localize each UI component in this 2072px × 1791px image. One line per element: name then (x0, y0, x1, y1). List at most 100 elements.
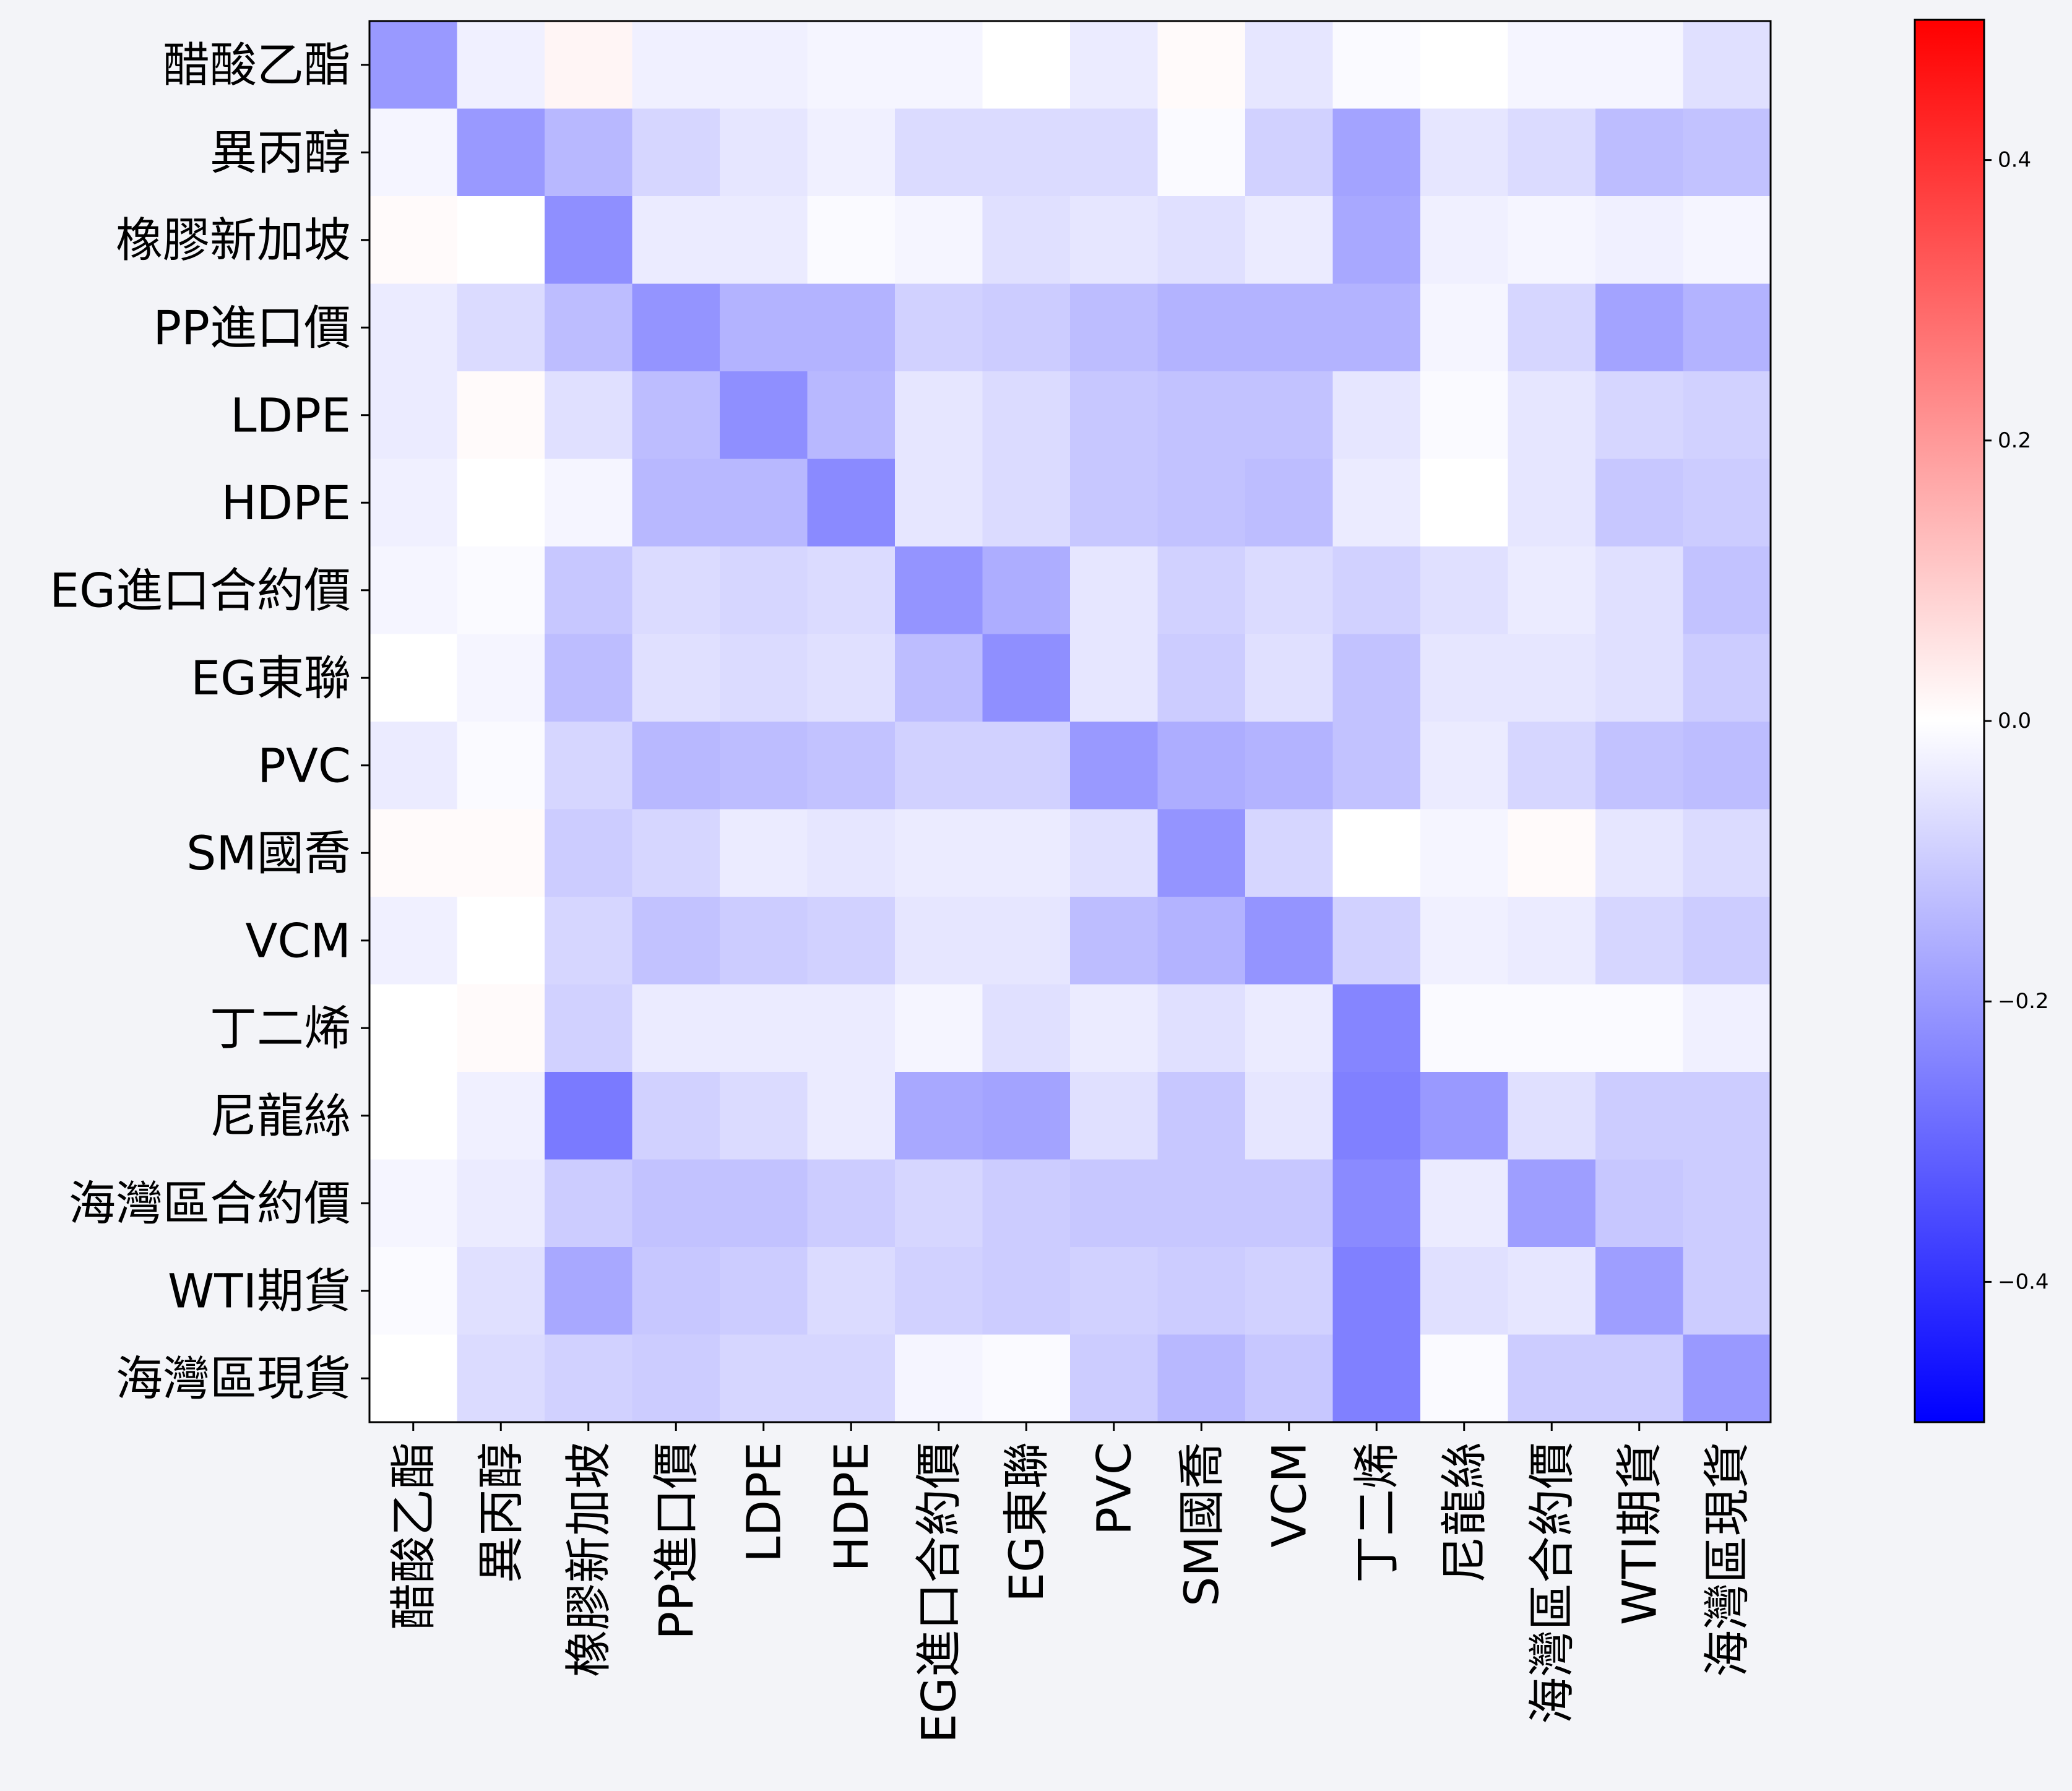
heatmap-cell-r15-c0 (369, 1334, 458, 1423)
heatmap-cell-r1-c7 (982, 108, 1071, 197)
heatmap-cell-r13-c15 (1683, 1159, 1771, 1248)
heatmap-cell-r8-c3 (632, 722, 720, 810)
heatmap-cell-r4-c11 (1332, 371, 1421, 460)
heatmap-cell-r7-c4 (720, 634, 808, 722)
heatmap-cell-r4-c7 (982, 371, 1071, 460)
heatmap-cell-r7-c2 (545, 634, 633, 722)
heatmap-cell-r9-c12 (1420, 809, 1509, 897)
heatmap-cell-r7-c1 (457, 634, 545, 722)
heatmap-cell-r10-c0 (369, 897, 458, 985)
heatmap-cell-r4-c5 (807, 371, 896, 460)
heatmap-cell-r3-c5 (807, 283, 896, 372)
heatmap-cell-r0-c8 (1070, 21, 1159, 110)
heatmap-cell-r5-c1 (457, 459, 545, 547)
heatmap-cell-r10-c1 (457, 897, 545, 985)
heatmap-cell-r1-c8 (1070, 108, 1159, 197)
heatmap-cell-r0-c6 (895, 21, 983, 110)
heatmap-cell-r10-c10 (1245, 897, 1334, 985)
heatmap-cell-r8-c11 (1332, 722, 1421, 810)
heatmap-cell-r1-c2 (545, 108, 633, 197)
heatmap-cell-r11-c7 (982, 984, 1071, 1072)
heatmap-cell-r2-c7 (982, 196, 1071, 285)
heatmap-cell-r6-c11 (1332, 546, 1421, 635)
heatmap-cell-r15-c7 (982, 1334, 1071, 1423)
heatmap-cell-r15-c13 (1508, 1334, 1596, 1423)
heatmap-cell-r3-c9 (1157, 283, 1246, 372)
heatmap-cell-r2-c9 (1157, 196, 1246, 285)
heatmap-cell-r11-c5 (807, 984, 896, 1072)
heatmap-cell-r9-c15 (1683, 809, 1771, 897)
heatmap-cell-r2-c1 (457, 196, 545, 285)
heatmap-cell-r14-c7 (982, 1247, 1071, 1336)
heatmap-cell-r10-c5 (807, 897, 896, 985)
heatmap-cell-r3-c4 (720, 283, 808, 372)
heatmap-cell-r4-c4 (720, 371, 808, 460)
heatmap-cell-r3-c13 (1508, 283, 1596, 372)
heatmap-cell-r0-c10 (1245, 21, 1334, 110)
heatmap-cell-r8-c14 (1595, 722, 1684, 810)
heatmap-cell-r7-c3 (632, 634, 720, 722)
heatmap-cell-r5-c12 (1420, 459, 1509, 547)
heatmap-cell-r8-c9 (1157, 722, 1246, 810)
heatmap-cell-r11-c13 (1508, 984, 1596, 1072)
heatmap-cell-r13-c9 (1157, 1159, 1246, 1248)
heatmap-cell-r10-c9 (1157, 897, 1246, 985)
heatmap-cell-r11-c10 (1245, 984, 1334, 1072)
colorbar-tick-label-0: 0.4 (1998, 148, 2031, 173)
heatmap-cell-r1-c15 (1683, 108, 1771, 197)
heatmap-cell-r5-c6 (895, 459, 983, 547)
heatmap-cell-r8-c10 (1245, 722, 1334, 810)
y-tick-label-14: WTI期貨 (168, 1263, 351, 1318)
heatmap-cell-r0-c11 (1332, 21, 1421, 110)
x-tick-label-6: EG進口合約價 (911, 1442, 966, 1743)
x-tick-label-15: 海灣區現貨 (1699, 1442, 1755, 1677)
heatmap-cell-r0-c9 (1157, 21, 1246, 110)
heatmap-cell-r1-c3 (632, 108, 720, 197)
heatmap-cell-r14-c11 (1332, 1247, 1421, 1336)
heatmap-cell-r0-c14 (1595, 21, 1684, 110)
heatmap-cell-r0-c1 (457, 21, 545, 110)
heatmap-cell-r10-c6 (895, 897, 983, 985)
heatmap-cell-r12-c13 (1508, 1072, 1596, 1160)
heatmap-cell-r6-c13 (1508, 546, 1596, 635)
heatmap-cell-r11-c12 (1420, 984, 1509, 1072)
heatmap-cell-r9-c3 (632, 809, 720, 897)
heatmap-cell-r13-c0 (369, 1159, 458, 1248)
heatmap-cell-r10-c4 (720, 897, 808, 985)
x-tick-label-1: 異丙醇 (473, 1442, 529, 1583)
heatmap-cell-r4-c6 (895, 371, 983, 460)
heatmap-cell-r4-c9 (1157, 371, 1246, 460)
heatmap-cell-r6-c10 (1245, 546, 1334, 635)
heatmap-cell-r13-c5 (807, 1159, 896, 1248)
heatmap-cell-r5-c0 (369, 459, 458, 547)
heatmap-cell-r7-c11 (1332, 634, 1421, 722)
heatmap-cell-r2-c5 (807, 196, 896, 285)
heatmap-cell-r13-c7 (982, 1159, 1071, 1248)
heatmap-cell-r0-c5 (807, 21, 896, 110)
y-tick-label-7: EG東聯 (191, 650, 351, 706)
y-tick-label-13: 海灣區合約價 (69, 1176, 351, 1231)
y-tick-label-9: SM國喬 (186, 826, 351, 881)
heatmap-cell-r14-c13 (1508, 1247, 1596, 1336)
heatmap-cell-r5-c4 (720, 459, 808, 547)
heatmap-cell-r10-c14 (1595, 897, 1684, 985)
heatmap-cell-r14-c15 (1683, 1247, 1771, 1336)
heatmap-cell-r15-c6 (895, 1334, 983, 1423)
heatmap-cell-r8-c8 (1070, 722, 1159, 810)
heatmap-cell-r4-c3 (632, 371, 720, 460)
heatmap-cell-r15-c8 (1070, 1334, 1159, 1423)
heatmap-cell-r4-c12 (1420, 371, 1509, 460)
heatmap-cell-r4-c0 (369, 371, 458, 460)
heatmap-cell-r12-c10 (1245, 1072, 1334, 1160)
heatmap-cell-r3-c10 (1245, 283, 1334, 372)
heatmap-cell-r4-c8 (1070, 371, 1159, 460)
heatmap-cell-r12-c1 (457, 1072, 545, 1160)
heatmap-cell-r15-c12 (1420, 1334, 1509, 1423)
heatmap-cell-r3-c11 (1332, 283, 1421, 372)
heatmap-cell-r9-c2 (545, 809, 633, 897)
heatmap-cell-r0-c15 (1683, 21, 1771, 110)
heatmap-cell-r14-c8 (1070, 1247, 1159, 1336)
heatmap-cell-r1-c0 (369, 108, 458, 197)
heatmap-cell-r14-c0 (369, 1247, 458, 1336)
heatmap-cell-r8-c13 (1508, 722, 1596, 810)
